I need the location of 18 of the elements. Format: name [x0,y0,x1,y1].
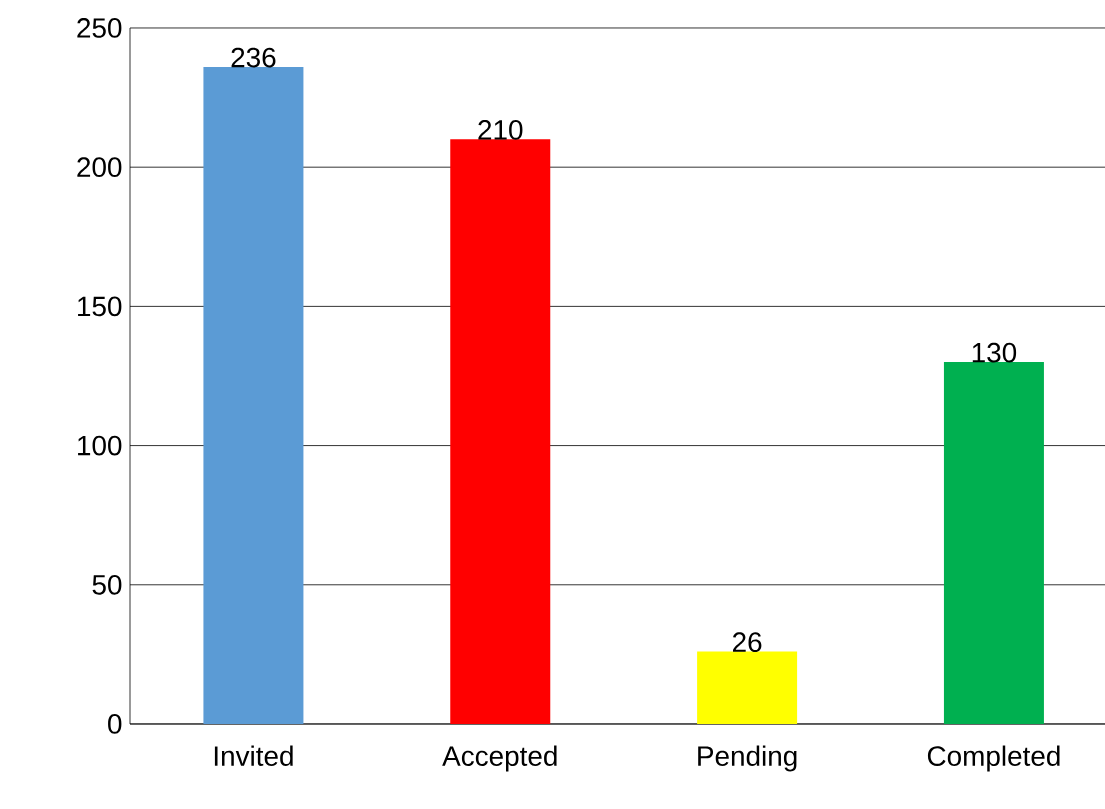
y-tick-label: 50 [92,574,122,595]
bar [943,362,1044,724]
x-tick-label: Accepted [442,745,557,772]
bar [697,651,798,724]
y-tick-label: 0 [108,714,122,734]
data-label: 210 [478,120,523,140]
data-label: 26 [732,632,762,653]
y-tick-label: 150 [78,296,122,317]
data-label: 130 [972,342,1017,363]
x-tick-label: Completed [927,745,1060,772]
x-tick-label: Invited [214,745,293,766]
y-tick-label: 200 [77,157,122,178]
data-label: 236 [231,47,276,68]
y-tick-label: 100 [78,435,122,456]
bar [450,139,551,724]
bar [203,66,304,724]
x-tick-label: Pending [698,745,797,772]
y-tick-label: 250 [77,18,122,38]
